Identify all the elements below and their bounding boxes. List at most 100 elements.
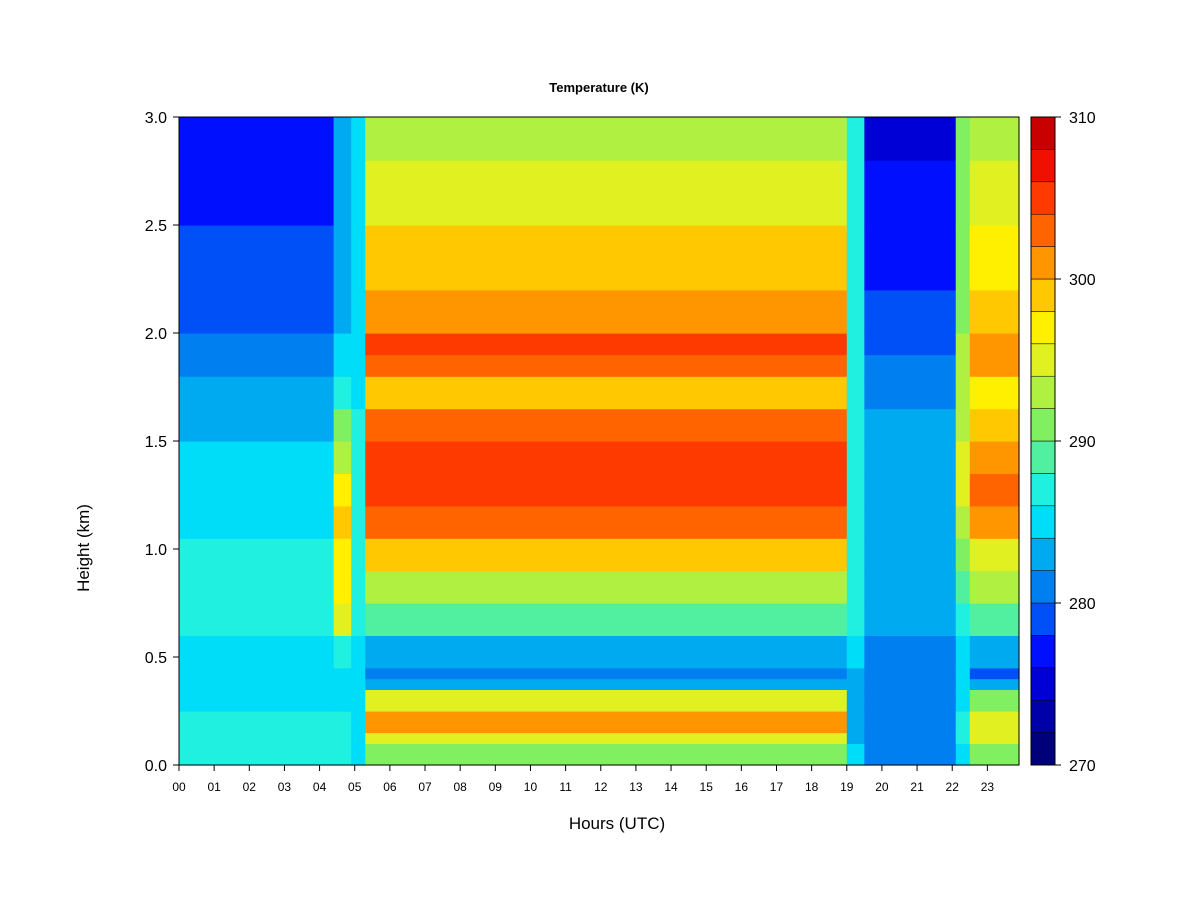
heatmap-cell (333, 603, 352, 636)
heatmap-cell (365, 732, 848, 744)
y-tick-label: 0.0 (145, 758, 167, 775)
heatmap-cell (351, 570, 366, 604)
colorbar-swatch (1030, 116, 1056, 150)
colorbar-swatch (1030, 181, 1056, 215)
colorbar-swatch (1030, 278, 1056, 312)
heatmap-cell (955, 678, 971, 690)
heatmap-cell (846, 376, 865, 410)
heatmap-cell (179, 354, 335, 377)
heatmap-cell (955, 570, 971, 604)
heatmap-cell (351, 354, 366, 377)
heatmap-cell (864, 354, 957, 377)
y-tick-label: 2.0 (145, 326, 167, 343)
x-tick-label: 05 (348, 780, 362, 794)
heatmap-cell (333, 333, 352, 356)
heatmap-cell (864, 667, 957, 680)
heatmap-cell (179, 333, 335, 356)
x-tick-label: 03 (278, 780, 292, 794)
heatmap-cell (351, 635, 366, 669)
heatmap-cell (365, 603, 848, 636)
heatmap-cell (333, 160, 352, 226)
colorbar-tick-label: 280 (1069, 596, 1096, 613)
heatmap-cell (365, 473, 848, 507)
heatmap-cell (365, 689, 848, 712)
x-tick-label: 02 (243, 780, 257, 794)
heatmap-cell (179, 289, 335, 334)
colorbar-swatch (1030, 732, 1056, 766)
heatmap-cell (179, 160, 335, 226)
heatmap-cell (365, 408, 848, 442)
x-tick-label: 19 (840, 780, 854, 794)
x-tick-label: 15 (700, 780, 714, 794)
heatmap-cell (351, 376, 366, 410)
heatmap-cell (955, 333, 971, 356)
heatmap-cell (351, 689, 366, 712)
colorbar-swatch (1030, 311, 1056, 345)
heatmap-cell (969, 603, 1020, 636)
heatmap-cell (846, 689, 865, 712)
heatmap-cell (846, 603, 865, 636)
heatmap-cell (179, 570, 335, 604)
x-tick-label: 01 (207, 780, 221, 794)
heatmap-cell (365, 225, 848, 291)
heatmap-cell (351, 711, 366, 734)
heatmap-cell (179, 538, 335, 572)
heatmap-cell (955, 441, 971, 474)
heatmap-cell (179, 603, 335, 636)
heatmap-cell (955, 225, 971, 291)
x-tick-label: 08 (453, 780, 467, 794)
heatmap-cell (365, 160, 848, 226)
colorbar-swatch (1030, 375, 1056, 409)
heatmap-cell (969, 354, 1020, 377)
heatmap-cell (365, 678, 848, 690)
heatmap-cell (969, 732, 1020, 744)
heatmap-cell (351, 117, 366, 161)
heatmap-cell (955, 743, 971, 766)
x-tick-label: 21 (910, 780, 924, 794)
x-tick-label: 20 (875, 780, 889, 794)
heatmap-cell (864, 376, 957, 410)
heatmap-cell (969, 225, 1020, 291)
heatmap-cell (969, 667, 1020, 680)
heatmap-cell (365, 711, 848, 734)
x-tick-label: 18 (805, 780, 819, 794)
heatmap-cell (351, 505, 366, 539)
heatmap-cell (864, 505, 957, 539)
heatmap-cell (969, 635, 1020, 669)
heatmap-cell (179, 117, 335, 161)
heatmap-cell (333, 635, 352, 669)
colorbar-swatch (1030, 667, 1056, 701)
heatmap-cell (179, 635, 335, 669)
heatmap-cell (969, 333, 1020, 356)
colorbar-swatch (1030, 602, 1056, 636)
heatmap-cell (955, 689, 971, 712)
x-axis-label: Hours (UTC) (569, 814, 665, 833)
colorbar-swatch (1030, 570, 1056, 604)
heatmap-cell (846, 354, 865, 377)
colorbar-tick-label: 300 (1069, 272, 1096, 289)
heatmap-cell (351, 473, 366, 507)
heatmap-cell (846, 570, 865, 604)
x-tick-label: 17 (770, 780, 784, 794)
colorbar-swatch (1030, 408, 1056, 442)
x-tick-label: 06 (383, 780, 397, 794)
heatmap-cell (351, 225, 366, 291)
heatmap-cell (846, 732, 865, 744)
y-tick-label: 1.0 (145, 542, 167, 559)
x-axis: 00 01 02 03 04 05 06 07 08 09 10 11 12 13 14 15 16 17 18 19… (172, 765, 994, 794)
heatmap-cell (333, 473, 352, 507)
heatmap-cell (864, 570, 957, 604)
heatmap-cell (969, 505, 1020, 539)
heatmap-cell (351, 678, 366, 690)
y-axis-label: Height (km) (74, 504, 93, 592)
x-tick-label: 07 (418, 780, 432, 794)
heatmap-cell (955, 603, 971, 636)
heatmap-cell (333, 538, 352, 572)
x-tick-label: 10 (524, 780, 538, 794)
heatmap-cell (365, 441, 848, 474)
heatmap-cell (864, 678, 957, 690)
colorbar-swatch (1030, 635, 1056, 669)
heatmap-cell (955, 289, 971, 334)
heatmap-cell (365, 354, 848, 377)
